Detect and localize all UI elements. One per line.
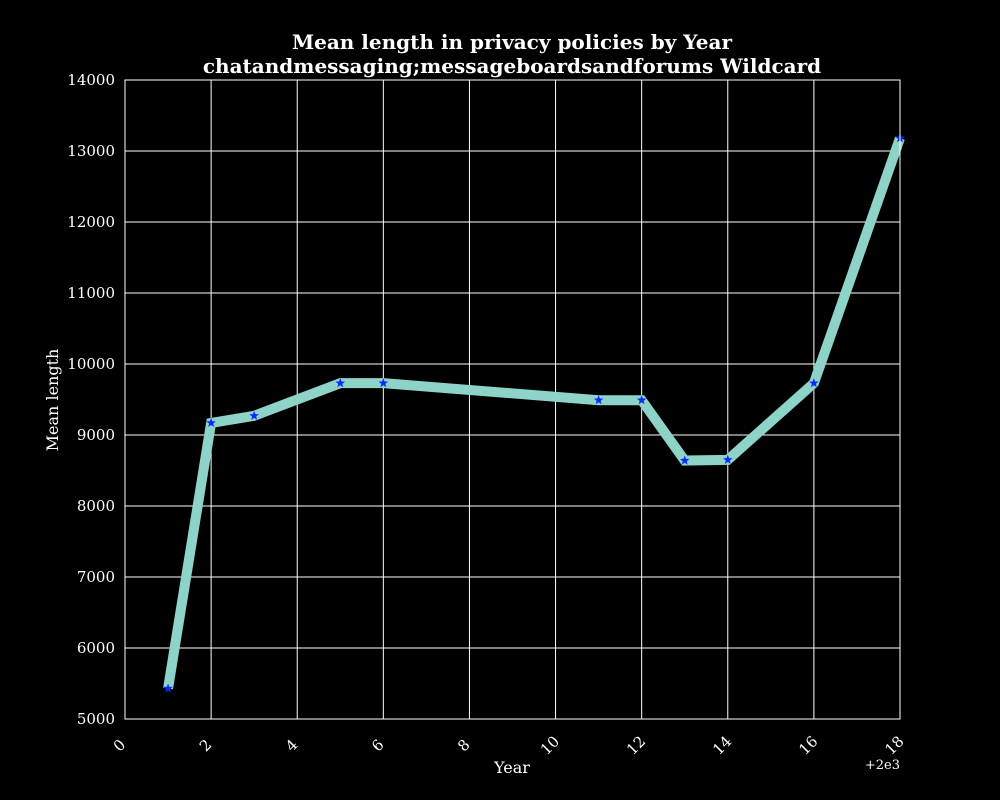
y-axis-label: Mean length xyxy=(43,349,62,452)
y-tick-label: 9000 xyxy=(77,426,115,444)
data-point-marker xyxy=(163,683,173,693)
series-line xyxy=(163,136,905,690)
y-tick-label: 6000 xyxy=(77,639,115,657)
data-point-marker xyxy=(378,378,389,388)
plot-frame xyxy=(124,79,901,720)
data-point-marker xyxy=(679,455,690,465)
data-point-marker xyxy=(593,395,604,405)
y-tick-label: 7000 xyxy=(77,568,115,586)
y-tick-label: 5000 xyxy=(77,710,115,728)
y-tick-label: 11000 xyxy=(67,284,115,302)
x-offset-label: +2e3 xyxy=(865,758,900,773)
x-tick-label: 12 xyxy=(623,732,649,758)
x-tick-label: 14 xyxy=(709,732,735,758)
data-point-marker xyxy=(206,417,216,427)
x-tick-label: 10 xyxy=(537,732,563,758)
y-tick-label: 10000 xyxy=(67,355,115,373)
chart-title: Mean length in privacy policies by Year xyxy=(292,30,733,54)
x-tick-label: 4 xyxy=(282,736,301,755)
y-tick-label: 12000 xyxy=(67,213,115,231)
x-tick-label: 8 xyxy=(454,736,473,755)
series-layer xyxy=(163,133,905,693)
data-point-marker xyxy=(723,454,733,464)
y-tick-label: 14000 xyxy=(67,71,115,89)
y-tick-label: 8000 xyxy=(77,497,115,515)
x-tick-label: 2 xyxy=(196,736,215,755)
y-tick-label: 13000 xyxy=(67,142,115,160)
data-point-marker xyxy=(249,410,259,420)
chart-subtitle: chatandmessaging;messageboardsandforums … xyxy=(203,54,821,78)
x-tick-label: 16 xyxy=(795,732,821,758)
data-point-marker xyxy=(335,378,346,388)
grid xyxy=(124,79,901,720)
data-point-marker xyxy=(636,395,647,405)
x-axis-label: Year xyxy=(493,758,530,777)
x-tick-label: 18 xyxy=(881,732,907,758)
x-tick-label: 0 xyxy=(110,736,129,755)
data-point-marker xyxy=(809,378,819,388)
x-tick-label: 6 xyxy=(368,736,387,755)
